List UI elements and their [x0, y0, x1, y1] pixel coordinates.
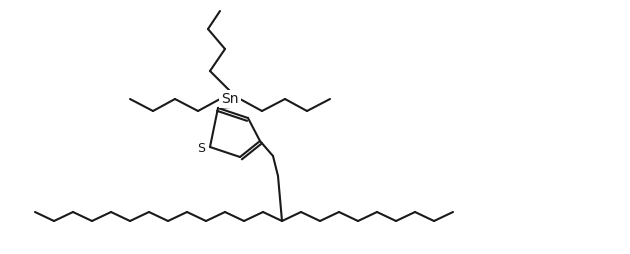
- Text: Sn: Sn: [221, 92, 239, 106]
- Text: S: S: [197, 142, 205, 155]
